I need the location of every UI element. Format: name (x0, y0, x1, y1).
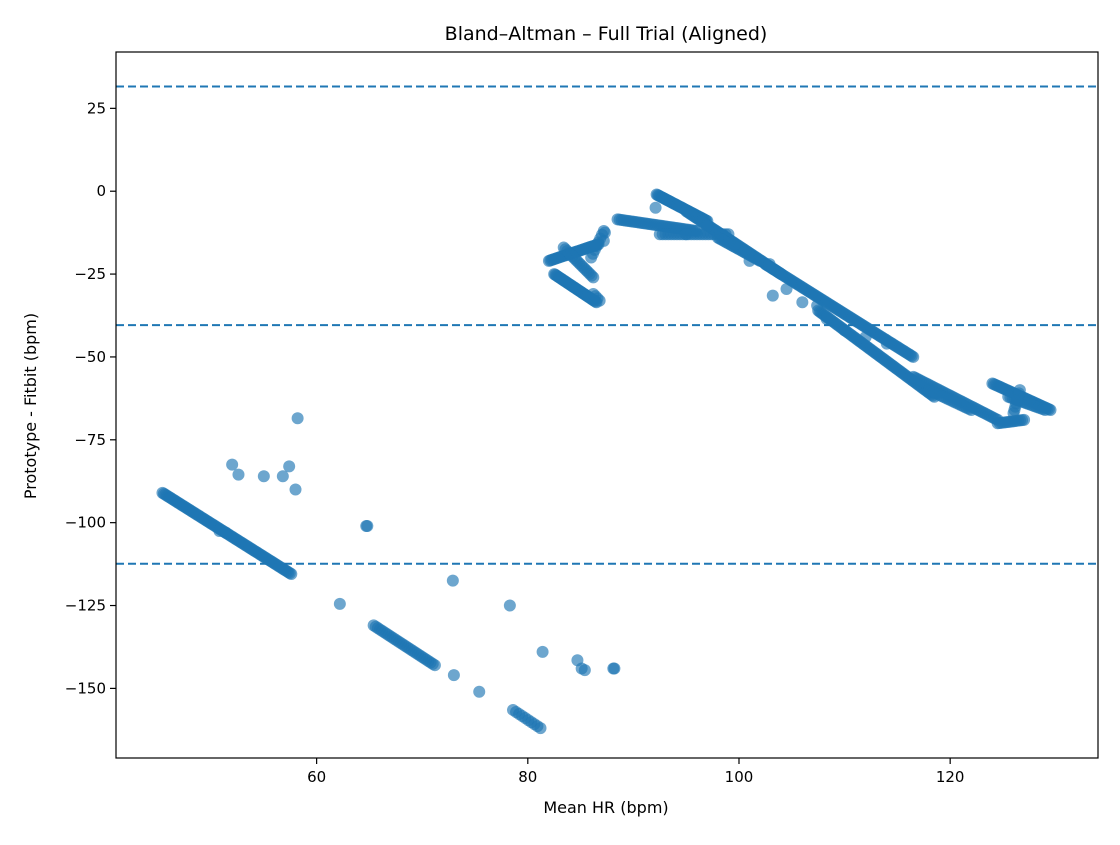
data-point (447, 669, 460, 682)
data-point (1018, 413, 1031, 426)
data-point (446, 574, 459, 587)
data-points (156, 188, 1057, 735)
data-point (219, 526, 232, 539)
data-point (536, 645, 549, 658)
y-tick-label: −25 (74, 265, 106, 283)
y-tick-label: 25 (87, 99, 106, 117)
x-tick-label: 100 (725, 768, 754, 786)
data-point (607, 662, 620, 675)
data-point (593, 294, 606, 307)
x-tick-label: 80 (518, 768, 537, 786)
data-point (743, 254, 756, 267)
data-point (780, 282, 793, 295)
y-tick-label: −125 (65, 597, 106, 615)
y-axis-ticks: 25 0 −25 −50 −75 −100 −125 −150 (65, 99, 116, 697)
x-tick-label: 60 (307, 768, 326, 786)
x-tick-label: 120 (936, 768, 965, 786)
data-point (763, 258, 776, 271)
data-point (680, 228, 693, 241)
y-tick-label: 0 (96, 182, 106, 200)
data-point (811, 299, 824, 312)
data-point (285, 568, 298, 581)
data-point (796, 296, 809, 309)
data-point (276, 470, 289, 483)
data-point (880, 337, 893, 350)
chart-title: Bland–Altman – Full Trial (Aligned) (445, 23, 768, 45)
data-point (1039, 403, 1052, 416)
data-point (649, 201, 662, 214)
data-point (503, 599, 516, 612)
data-point (232, 468, 245, 481)
y-tick-label: −100 (65, 514, 106, 532)
data-point (838, 324, 851, 337)
x-axis-label: Mean HR (bpm) (543, 798, 668, 817)
y-tick-label: −75 (74, 431, 106, 449)
data-point (578, 664, 591, 677)
data-point (473, 685, 486, 698)
x-axis-ticks: 60 80 100 120 (307, 758, 964, 786)
data-point (428, 659, 441, 672)
data-point (965, 403, 978, 416)
data-point (283, 460, 296, 473)
data-point (598, 226, 611, 239)
data-point (820, 312, 833, 325)
data-point (257, 470, 270, 483)
data-point (226, 458, 239, 471)
data-point (859, 331, 872, 344)
y-axis-label: Prototype - Fitbit (bpm) (21, 313, 40, 499)
data-point (291, 412, 304, 425)
data-point (534, 722, 547, 735)
data-point (289, 483, 302, 496)
data-point (1013, 384, 1026, 397)
y-tick-label: −50 (74, 348, 106, 366)
y-tick-label: −150 (65, 679, 106, 697)
data-point (333, 597, 346, 610)
plot-frame (115, 51, 1099, 759)
data-point (701, 220, 714, 233)
data-point (907, 350, 920, 363)
data-point (360, 519, 373, 532)
data-point (766, 289, 779, 302)
data-point (728, 238, 741, 251)
data-point (587, 271, 600, 284)
